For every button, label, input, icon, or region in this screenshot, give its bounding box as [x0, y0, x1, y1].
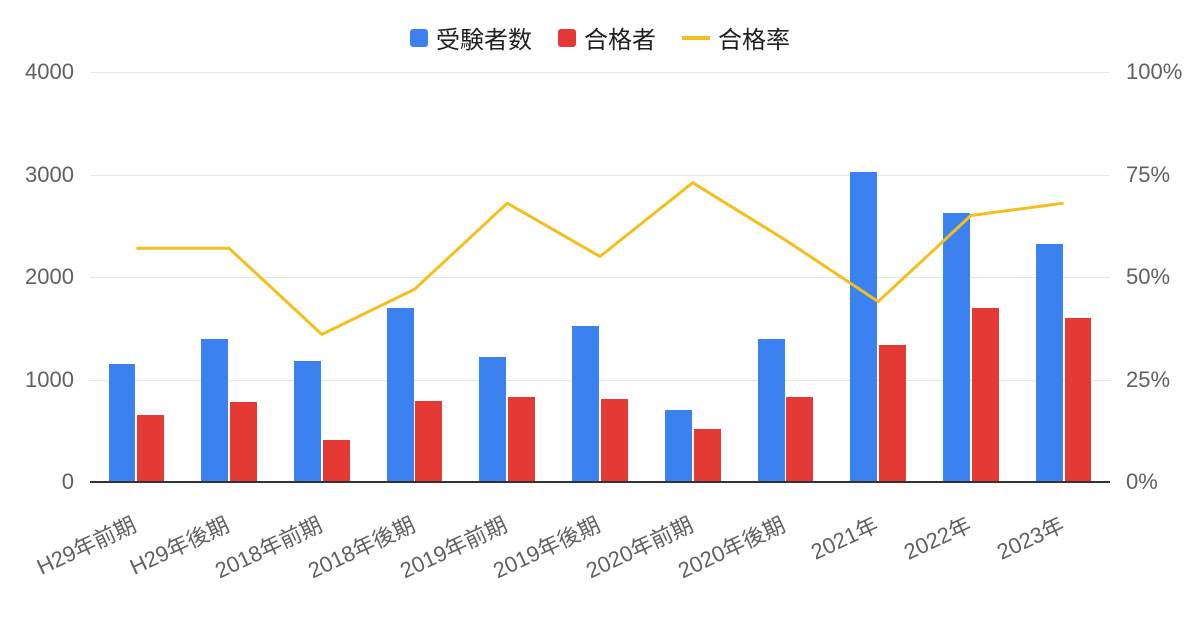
plot-area — [90, 72, 1110, 482]
y-left-tick-label: 0 — [62, 469, 74, 495]
y-axis-right-labels: 0%25%50%75%100% — [1118, 72, 1200, 482]
y-right-tick-label: 0% — [1126, 469, 1158, 495]
y-right-tick-label: 100% — [1126, 59, 1182, 85]
y-left-tick-label: 4000 — [25, 59, 74, 85]
square-icon — [410, 29, 428, 47]
line-icon — [682, 36, 710, 40]
y-axis-left-labels: 01000200030004000 — [0, 72, 82, 482]
x-axis-baseline — [90, 481, 1110, 483]
legend-item-examinees: 受験者数 — [410, 20, 532, 55]
x-tick-label: 2020年後期 — [673, 507, 791, 585]
line-series-svg — [90, 72, 1110, 482]
square-icon — [558, 29, 576, 47]
combo-chart: 受験者数 合格者 合格率 0 1000 2000 3000 4000 0% 25% 50% 7… — [0, 0, 1200, 630]
x-tick-label: 2019年後期 — [487, 507, 605, 585]
pass-rate-line — [136, 183, 1063, 335]
legend-label: 受験者数 — [436, 20, 532, 55]
x-tick-label: 2023年 — [991, 507, 1069, 566]
y-right-tick-label: 25% — [1126, 367, 1170, 393]
x-tick-label: 2018年前期 — [209, 507, 327, 585]
x-tick-label: 2022年 — [898, 507, 976, 566]
y-left-tick-label: 3000 — [25, 162, 74, 188]
y-right-tick-label: 75% — [1126, 162, 1170, 188]
legend-item-passers: 合格者 — [558, 20, 656, 55]
y-left-tick-label: 2000 — [25, 264, 74, 290]
y-right-tick-label: 50% — [1126, 264, 1170, 290]
y-left-tick-label: 1000 — [25, 367, 74, 393]
x-tick-label: 2021年 — [805, 507, 883, 566]
legend-label: 合格者 — [584, 20, 656, 55]
legend-label: 合格率 — [718, 20, 790, 55]
legend-item-passrate: 合格率 — [682, 20, 790, 55]
legend: 受験者数 合格者 合格率 — [0, 20, 1200, 55]
x-tick-label: H29年前期 — [31, 507, 141, 581]
x-axis-labels: H29年前期H29年後期2018年前期2018年後期2019年前期2019年後期… — [90, 490, 1110, 610]
